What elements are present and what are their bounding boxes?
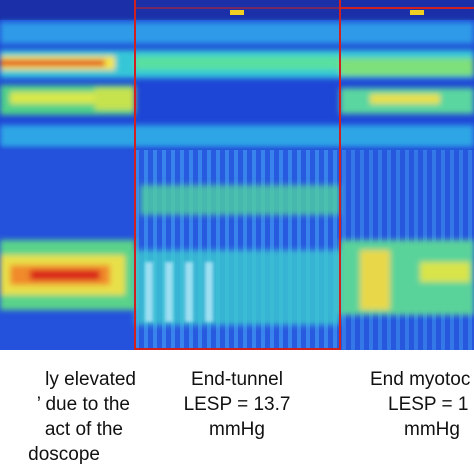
caption-line: LESP = 1 xyxy=(388,394,468,415)
caption-line: ’ due to the xyxy=(37,394,130,415)
caption-line: End myotoc xyxy=(370,369,470,390)
caption-line: ly elevated xyxy=(45,369,136,390)
captions: ly elevated ’ due to the act of the dosc… xyxy=(28,369,470,465)
caption-line: End-tunnel xyxy=(191,369,283,390)
caption-line: LESP = 13.7 xyxy=(184,394,291,415)
manometry-plot xyxy=(0,0,474,350)
caption-line: doscope xyxy=(28,444,100,465)
caption-line: mmHg xyxy=(404,419,460,440)
caption-line: mmHg xyxy=(209,419,265,440)
caption-line: act of the xyxy=(45,419,123,440)
